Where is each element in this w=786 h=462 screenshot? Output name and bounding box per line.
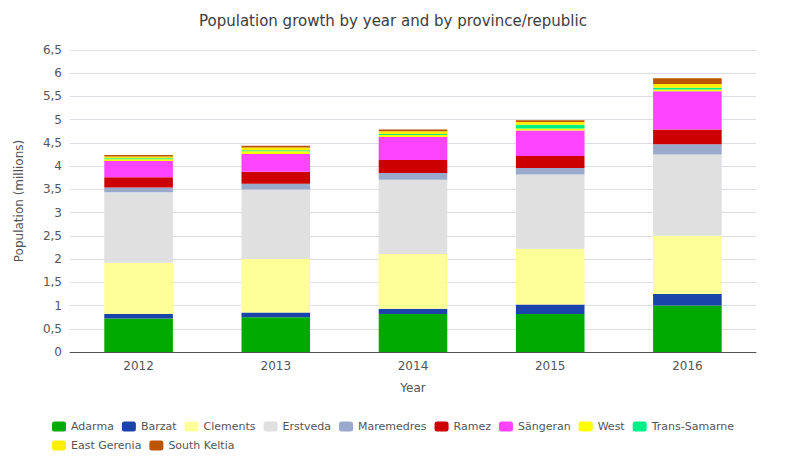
svg-text:2015: 2015 bbox=[535, 359, 566, 373]
svg-text:Population growth by year and: Population growth by year and by provinc… bbox=[199, 12, 587, 30]
svg-text:Year: Year bbox=[399, 381, 425, 395]
svg-text:Trans-Samarne: Trans-Samarne bbox=[651, 420, 735, 433]
svg-text:6: 6 bbox=[54, 66, 62, 80]
svg-text:Maremedres: Maremedres bbox=[358, 420, 427, 433]
svg-text:Ramez: Ramez bbox=[454, 420, 492, 433]
svg-text:Sängeran: Sängeran bbox=[518, 420, 571, 433]
svg-text:4: 4 bbox=[54, 159, 62, 173]
svg-text:2016: 2016 bbox=[672, 359, 703, 373]
svg-text:5,5: 5,5 bbox=[43, 89, 62, 103]
svg-text:3: 3 bbox=[54, 206, 62, 220]
svg-text:2014: 2014 bbox=[398, 359, 429, 373]
svg-text:2,5: 2,5 bbox=[43, 229, 62, 243]
svg-text:Erstveda: Erstveda bbox=[283, 420, 332, 433]
svg-text:3,5: 3,5 bbox=[43, 182, 62, 196]
svg-text:0: 0 bbox=[54, 345, 62, 359]
svg-text:Clements: Clements bbox=[204, 420, 256, 433]
svg-text:East Gerenia: East Gerenia bbox=[71, 439, 141, 452]
svg-text:5: 5 bbox=[54, 113, 62, 127]
svg-text:1,5: 1,5 bbox=[43, 275, 62, 289]
svg-text:Barzat: Barzat bbox=[141, 420, 177, 433]
svg-text:Adarma: Adarma bbox=[71, 420, 114, 433]
svg-text:1: 1 bbox=[54, 299, 62, 313]
svg-text:4,5: 4,5 bbox=[43, 136, 62, 150]
svg-text:Population (millions): Population (millions) bbox=[12, 140, 26, 262]
svg-text:2013: 2013 bbox=[261, 359, 292, 373]
svg-text:2: 2 bbox=[54, 252, 62, 266]
svg-text:West: West bbox=[598, 420, 626, 433]
svg-text:2012: 2012 bbox=[123, 359, 154, 373]
svg-text:0,5: 0,5 bbox=[43, 322, 62, 336]
svg-text:6,5: 6,5 bbox=[43, 43, 62, 57]
svg-text:South Keltia: South Keltia bbox=[168, 439, 234, 452]
